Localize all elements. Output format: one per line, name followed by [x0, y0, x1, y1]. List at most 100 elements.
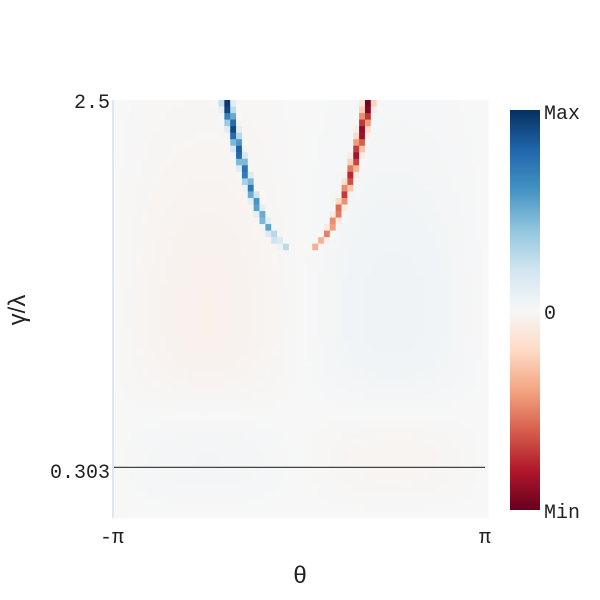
heatmap-cell: [329, 126, 337, 134]
heatmap-cell: [288, 204, 296, 212]
heatmap-cell: [241, 191, 249, 199]
heatmap-cell: [323, 224, 331, 232]
heatmap-cell: [306, 295, 313, 304]
heatmap-cell: [136, 491, 143, 500]
heatmap-cell: [271, 132, 278, 140]
heatmap-cell: [224, 511, 231, 519]
heatmap-cell: [452, 315, 460, 323]
heatmap-cell: [282, 119, 290, 127]
heatmap-cell: [476, 230, 483, 238]
heatmap-cell: [241, 126, 249, 134]
heatmap-cell: [441, 211, 448, 219]
heatmap-cell: [189, 132, 196, 140]
heatmap-cell: [165, 211, 173, 219]
heatmap-cell: [189, 191, 196, 199]
heatmap-cell: [130, 237, 138, 245]
heatmap-cell: [271, 230, 278, 238]
heatmap-cell: [294, 491, 302, 500]
heatmap-cell: [230, 211, 237, 219]
heatmap-cell: [212, 452, 220, 460]
heatmap-cell: [405, 406, 413, 415]
heatmap-cell: [329, 106, 337, 114]
heatmap-cell: [306, 367, 313, 375]
heatmap-cell: [388, 191, 395, 199]
heatmap-cell: [329, 230, 337, 238]
heatmap-cell: [148, 341, 155, 349]
heatmap-cell: [195, 446, 202, 454]
heatmap-cell: [154, 113, 161, 121]
heatmap-cell: [353, 446, 360, 454]
heatmap-cell: [300, 354, 307, 362]
heatmap-cell: [347, 322, 354, 330]
heatmap-cell: [318, 374, 325, 382]
heatmap-cell: [318, 498, 325, 506]
heatmap-cell: [200, 295, 208, 304]
heatmap-cell: [265, 256, 272, 264]
heatmap-cell: [200, 256, 208, 264]
heatmap-cell: [113, 361, 120, 369]
heatmap-cell: [411, 387, 419, 395]
heatmap-cell: [382, 145, 389, 153]
heatmap-cell: [400, 282, 407, 291]
heatmap-cell: [312, 243, 319, 251]
heatmap-cell: [364, 452, 372, 460]
heatmap-cell: [452, 230, 460, 238]
heatmap-cell: [142, 354, 149, 362]
heatmap-cell: [470, 204, 477, 212]
heatmap-cell: [347, 230, 354, 238]
heatmap-cell: [423, 184, 431, 193]
heatmap-cell: [306, 237, 313, 245]
heatmap-cell: [142, 145, 149, 153]
heatmap-cell: [329, 413, 337, 421]
heatmap-cell: [294, 406, 302, 415]
heatmap-cell: [347, 413, 354, 421]
heatmap-cell: [294, 348, 302, 356]
heatmap-cell: [312, 250, 319, 258]
heatmap-cell: [241, 184, 249, 193]
heatmap-cell: [329, 439, 337, 447]
heatmap-cell: [124, 380, 132, 388]
heatmap-cell: [259, 113, 266, 121]
heatmap-cell: [195, 256, 202, 264]
heatmap-cell: [364, 165, 372, 173]
heatmap-cell: [382, 361, 389, 369]
heatmap-cell: [417, 106, 425, 114]
heatmap-cell: [429, 276, 436, 284]
heatmap-cell: [294, 328, 302, 336]
heatmap-cell: [124, 433, 132, 441]
heatmap-cell: [417, 393, 425, 402]
heatmap-cell: [200, 126, 208, 134]
heatmap-cell: [318, 446, 325, 454]
heatmap-cell: [113, 132, 120, 140]
heatmap-cell: [113, 426, 120, 434]
heatmap-cell: [154, 204, 161, 212]
heatmap-cell: [470, 171, 477, 179]
heatmap-cell: [441, 433, 448, 441]
heatmap-cell: [171, 302, 179, 310]
heatmap-cell: [400, 309, 407, 317]
heatmap-cell: [148, 256, 155, 264]
heatmap-cell: [265, 132, 272, 140]
heatmap-cell: [482, 393, 489, 402]
heatmap-cell: [124, 328, 132, 336]
heatmap-cell: [165, 250, 173, 258]
heatmap-cell: [247, 433, 255, 441]
heatmap-cell: [441, 158, 448, 166]
heatmap-cell: [470, 152, 477, 160]
heatmap-cell: [177, 224, 184, 232]
heatmap-cell: [113, 106, 120, 114]
heatmap-cell: [405, 315, 413, 323]
heatmap-cell: [400, 459, 407, 467]
heatmap-cell: [212, 315, 220, 323]
heatmap-cell: [253, 250, 261, 258]
heatmap-cell: [417, 459, 425, 467]
heatmap-cell: [441, 243, 448, 251]
heatmap-cell: [206, 191, 214, 199]
heatmap-cell: [400, 387, 407, 395]
heatmap-cell: [171, 276, 179, 284]
heatmap-cell: [189, 217, 196, 225]
heatmap-cell: [118, 165, 126, 173]
heatmap-cell: [323, 472, 331, 480]
heatmap-cell: [236, 263, 243, 271]
heatmap-cell: [470, 452, 477, 460]
